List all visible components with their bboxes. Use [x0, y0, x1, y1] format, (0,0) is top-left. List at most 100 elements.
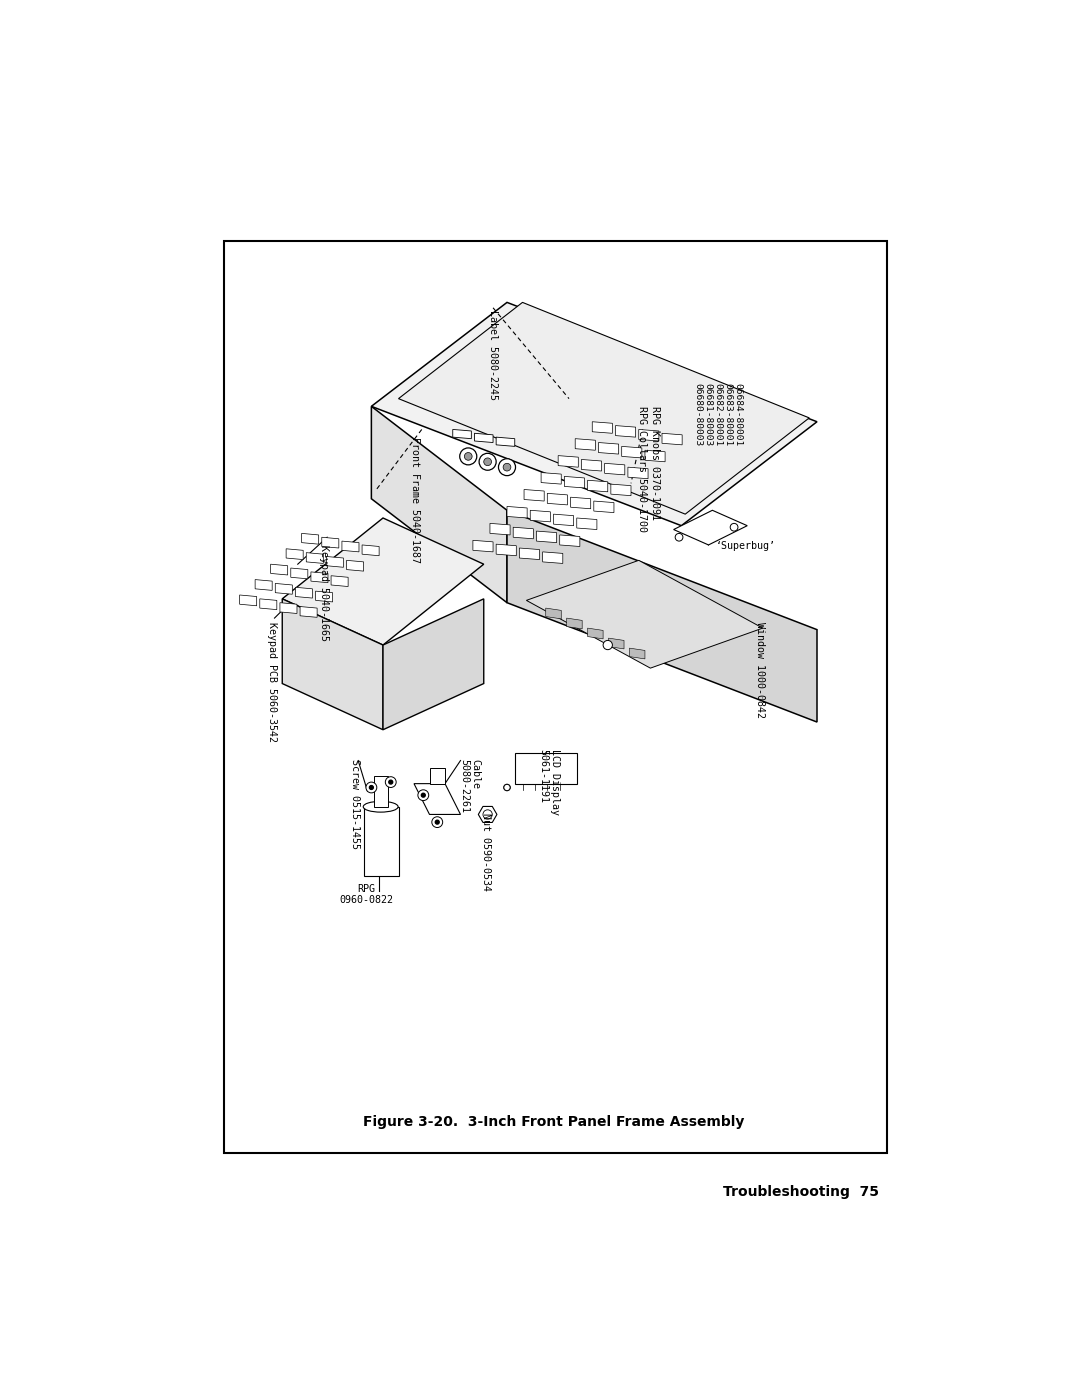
Text: RPG Collars 5040-1700: RPG Collars 5040-1700: [637, 407, 647, 532]
Polygon shape: [570, 497, 591, 509]
Circle shape: [460, 448, 476, 465]
Polygon shape: [588, 629, 603, 638]
Polygon shape: [616, 426, 636, 437]
Polygon shape: [374, 775, 388, 806]
Polygon shape: [530, 510, 551, 522]
Polygon shape: [414, 784, 460, 814]
Polygon shape: [372, 407, 507, 602]
Polygon shape: [537, 531, 556, 542]
Circle shape: [484, 458, 491, 465]
Circle shape: [730, 524, 738, 531]
Text: 06681-80003: 06681-80003: [703, 383, 712, 447]
Polygon shape: [558, 455, 578, 467]
Ellipse shape: [363, 802, 399, 812]
Text: Label 5080-2245: Label 5080-2245: [488, 310, 498, 400]
Text: Window 1000-0842: Window 1000-0842: [755, 622, 765, 718]
Text: Keypad PCB 5060-3542: Keypad PCB 5060-3542: [267, 622, 276, 742]
Polygon shape: [507, 507, 527, 518]
Polygon shape: [280, 602, 297, 613]
Polygon shape: [322, 538, 339, 548]
Polygon shape: [282, 518, 484, 645]
Text: Keypad 5040-1665: Keypad 5040-1665: [320, 545, 329, 641]
Text: ‘Superbug’: ‘Superbug’: [716, 542, 777, 552]
Circle shape: [504, 784, 510, 791]
Polygon shape: [275, 584, 293, 594]
Circle shape: [499, 458, 515, 475]
Text: Cable
5080-2261: Cable 5080-2261: [459, 759, 481, 813]
Circle shape: [418, 789, 429, 800]
Text: 06683-80001: 06683-80001: [724, 383, 732, 447]
Polygon shape: [588, 481, 608, 492]
Text: Troubleshooting  75: Troubleshooting 75: [723, 1185, 879, 1199]
Circle shape: [389, 780, 393, 784]
Polygon shape: [605, 464, 625, 475]
Polygon shape: [559, 535, 580, 546]
Polygon shape: [524, 489, 544, 502]
Polygon shape: [576, 439, 595, 450]
Polygon shape: [515, 753, 577, 784]
Polygon shape: [565, 476, 584, 488]
Polygon shape: [490, 524, 510, 535]
Polygon shape: [638, 429, 659, 441]
Polygon shape: [260, 599, 276, 609]
Polygon shape: [383, 599, 484, 729]
Polygon shape: [453, 429, 471, 439]
Polygon shape: [496, 437, 515, 447]
Text: Figure 3-20.  3-Inch Front Panel Frame Assembly: Figure 3-20. 3-Inch Front Panel Frame As…: [363, 1115, 744, 1129]
Polygon shape: [362, 545, 379, 556]
Polygon shape: [326, 556, 343, 567]
Polygon shape: [271, 564, 287, 576]
Polygon shape: [300, 606, 318, 617]
Polygon shape: [577, 518, 597, 529]
Text: Screw 0515-1455: Screw 0515-1455: [350, 759, 361, 849]
Polygon shape: [592, 422, 612, 433]
Polygon shape: [364, 806, 399, 876]
Polygon shape: [674, 510, 747, 545]
Polygon shape: [332, 576, 348, 587]
Polygon shape: [622, 447, 642, 458]
Text: RPG Knobs 0370-1091: RPG Knobs 0370-1091: [650, 407, 660, 520]
Polygon shape: [611, 485, 631, 496]
Polygon shape: [567, 617, 582, 629]
Polygon shape: [296, 587, 312, 598]
Circle shape: [435, 820, 440, 824]
Polygon shape: [478, 806, 497, 823]
Polygon shape: [291, 569, 308, 578]
Polygon shape: [372, 302, 816, 525]
Polygon shape: [526, 560, 762, 668]
Bar: [225, 240, 887, 1154]
Polygon shape: [581, 460, 602, 471]
Polygon shape: [645, 450, 665, 462]
Circle shape: [386, 777, 396, 788]
Polygon shape: [342, 541, 359, 552]
Polygon shape: [548, 493, 567, 504]
Polygon shape: [594, 502, 613, 513]
Circle shape: [421, 793, 426, 798]
Polygon shape: [545, 608, 562, 619]
Polygon shape: [627, 467, 648, 479]
Polygon shape: [541, 472, 562, 485]
Circle shape: [432, 817, 443, 827]
Polygon shape: [286, 549, 303, 560]
Text: 06680-80003: 06680-80003: [693, 383, 702, 447]
Polygon shape: [282, 599, 383, 729]
Polygon shape: [301, 534, 319, 545]
Polygon shape: [554, 514, 573, 525]
Polygon shape: [542, 552, 563, 563]
Circle shape: [366, 782, 377, 793]
Text: Front Frame 5040-1687: Front Frame 5040-1687: [410, 437, 420, 563]
Polygon shape: [630, 648, 645, 659]
Circle shape: [504, 784, 510, 791]
Text: 06684-80001: 06684-80001: [733, 383, 742, 447]
Polygon shape: [430, 768, 445, 784]
Circle shape: [369, 785, 374, 789]
Circle shape: [603, 640, 612, 650]
Polygon shape: [315, 591, 333, 602]
Polygon shape: [347, 560, 364, 571]
Polygon shape: [474, 433, 494, 443]
Polygon shape: [255, 580, 272, 591]
Polygon shape: [513, 527, 534, 539]
Polygon shape: [598, 443, 619, 454]
Text: RPG
0960-0822: RPG 0960-0822: [339, 884, 393, 905]
Polygon shape: [473, 541, 494, 552]
